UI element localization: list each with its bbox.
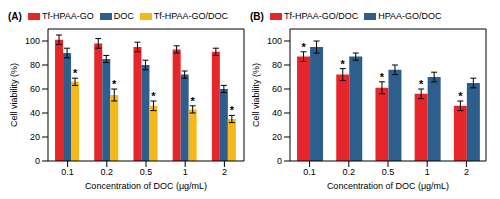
html-text:HPAA-GO/DOC: HPAA-GO/DOC — [378, 11, 442, 21]
svg-text:0.5: 0.5 — [140, 167, 153, 177]
svg-text:*: * — [230, 104, 235, 116]
html-text:Tf-HPAA-GO/DOC: Tf-HPAA-GO/DOC — [283, 11, 359, 21]
svg-text:*: * — [419, 78, 424, 90]
svg-text:60: 60 — [30, 84, 40, 94]
svg-text:0.2: 0.2 — [343, 167, 356, 177]
svg-text:Concentration of DOC (μg/mL): Concentration of DOC (μg/mL) — [85, 181, 207, 191]
svg-text:0.5: 0.5 — [382, 167, 395, 177]
svg-text:0.1: 0.1 — [61, 167, 74, 177]
svg-text:60: 60 — [272, 84, 282, 94]
html-text:DOC: DOC — [113, 11, 134, 21]
svg-text:80: 80 — [30, 60, 40, 70]
svg-text:0: 0 — [35, 156, 40, 166]
svg-text:*: * — [151, 90, 156, 102]
svg-text:2: 2 — [222, 167, 227, 177]
svg-text:40: 40 — [272, 108, 282, 118]
svg-text:*: * — [301, 41, 306, 53]
svg-text:*: * — [341, 58, 346, 70]
svg-text:80: 80 — [272, 60, 282, 70]
svg-text:0: 0 — [277, 156, 282, 166]
svg-text:Cell viability (%): Cell viability (%) — [251, 63, 261, 127]
svg-text:1: 1 — [183, 167, 188, 177]
svg-text:40: 40 — [30, 108, 40, 118]
svg-text:*: * — [191, 95, 196, 107]
svg-text:20: 20 — [30, 132, 40, 142]
svg-text:1: 1 — [425, 167, 430, 177]
svg-text:*: * — [458, 90, 463, 102]
svg-text:Concentration of DOC (μg/mL): Concentration of DOC (μg/mL) — [327, 181, 449, 191]
svg-text:100: 100 — [25, 36, 40, 46]
svg-text:0.1: 0.1 — [303, 167, 316, 177]
html-text:Tf-HPAA-GO/DOC: Tf-HPAA-GO/DOC — [153, 11, 229, 21]
svg-text:0.2: 0.2 — [101, 167, 114, 177]
html-text:(B): (B) — [250, 10, 264, 22]
svg-text:2: 2 — [464, 167, 469, 177]
svg-text:*: * — [112, 78, 117, 90]
svg-text:100: 100 — [267, 36, 282, 46]
html-text:Tf-HPAA-GO: Tf-HPAA-GO — [41, 11, 94, 21]
svg-text:*: * — [73, 67, 78, 79]
svg-text:*: * — [380, 71, 385, 83]
svg-text:Cell viability (%): Cell viability (%) — [9, 63, 19, 127]
html-text:(A): (A) — [8, 10, 22, 22]
svg-text:20: 20 — [272, 132, 282, 142]
